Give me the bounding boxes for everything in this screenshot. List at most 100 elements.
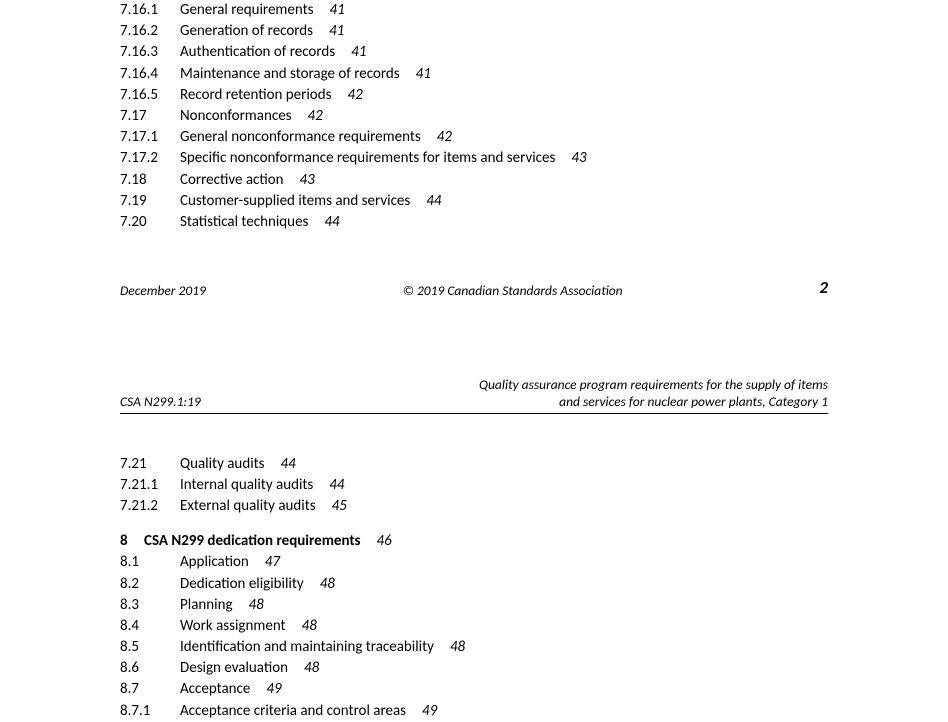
toc-entry-title: Design evaluation — [180, 659, 288, 678]
toc-entry-title: Maintenance and storage of records — [180, 65, 400, 84]
toc-entry-number: 8.4 — [120, 617, 180, 636]
toc-entry-title: Work assignment — [180, 617, 286, 636]
toc-entry: 8.7Acceptance49 — [120, 679, 828, 700]
running-head: CSA N299.1:19 Quality assurance program … — [120, 377, 828, 414]
toc-entry-title: Customer-supplied items and services — [180, 192, 410, 211]
toc-entry-title: General requirements — [180, 1, 313, 20]
toc-entry-page: 49 — [422, 702, 437, 721]
toc-entry: 8.1Application 47 — [120, 552, 828, 573]
toc-entry-page: 42 — [347, 86, 362, 105]
toc-entry: 7.21.2External quality audits 45 — [120, 496, 828, 517]
toc-entry-title: Statistical techniques — [180, 213, 308, 232]
toc-section-title: CSA N299 dedication requirements — [144, 532, 361, 551]
toc-entry-number: 7.19 — [120, 192, 180, 211]
toc-entry-page: 44 — [324, 213, 339, 232]
toc-entry-number: 7.16.5 — [120, 86, 180, 105]
toc-entry-number: 8.6 — [120, 659, 180, 678]
toc-block-7: 7.16.1General requirements417.16.2Genera… — [120, 0, 828, 233]
page-content: 7.16.1General requirements417.16.2Genera… — [0, 0, 948, 722]
toc-entry-number: 7.16.1 — [120, 1, 180, 20]
toc-entry-number: 8.2 — [120, 575, 180, 594]
toc-entry-page: 44 — [426, 192, 441, 211]
toc-entry-title: Quality audits — [180, 455, 265, 474]
toc-entry: 7.20Statistical techniques 44 — [120, 212, 828, 233]
document-page: 7.16.1General requirements417.16.2Genera… — [0, 0, 948, 722]
toc-entry: 7.16.4Maintenance and storage of records… — [120, 64, 828, 85]
toc-entry-title: External quality audits — [180, 497, 316, 516]
toc-block-8: 8.1Application 47 8.2Dedication eligibilit… — [120, 552, 828, 722]
page-footer: December 2019 © 2019 Canadian Standards … — [120, 277, 828, 299]
toc-entry-title: Authentication of records — [180, 43, 335, 62]
toc-entry: 8.5Identification and maintaining tracea… — [120, 637, 828, 658]
toc-section-page: 46 — [377, 532, 392, 551]
footer-date: December 2019 — [120, 282, 206, 299]
toc-entry-page: 41 — [351, 43, 366, 62]
toc-entry-number: 7.21.1 — [120, 476, 180, 495]
running-head-left: CSA N299.1:19 — [120, 393, 201, 410]
toc-block-7-cont: 7.21Quality audits447.21.1Internal quali… — [120, 454, 828, 518]
toc-entry-title: Identification and maintaining traceabil… — [180, 638, 434, 657]
toc-entry: 7.19Customer-supplied items and services… — [120, 191, 828, 212]
toc-entry-page: 41 — [416, 65, 431, 84]
toc-entry-title: Acceptance criteria and control areas — [180, 702, 406, 721]
toc-entry-number: 7.17.2 — [120, 149, 180, 168]
toc-entry-page: 41 — [329, 1, 344, 20]
toc-entry-title: Acceptance — [180, 680, 250, 699]
toc-entry: 7.16.3Authentication of records 41 — [120, 42, 828, 63]
toc-entry-number: 7.21.2 — [120, 497, 180, 516]
toc-entry-page: 42 — [308, 107, 323, 126]
toc-entry-title: Record retention periods — [180, 86, 331, 105]
toc-entry-page: 48 — [450, 638, 465, 657]
toc-entry-number: 7.20 — [120, 213, 180, 232]
toc-entry-number: 7.17.1 — [120, 128, 180, 147]
running-head-right-line2: and services for nuclear power plants, C… — [559, 393, 828, 410]
toc-entry-number: 8.1 — [120, 553, 180, 572]
toc-entry-title: Dedication eligibility — [180, 575, 304, 594]
toc-entry-number: 7.16.4 — [120, 65, 180, 84]
toc-entry-title: Internal quality audits — [180, 476, 313, 495]
footer-page-number: 2 — [819, 277, 828, 299]
toc-entry: 8.3Planning 48 — [120, 595, 828, 616]
page-break-spacer — [120, 299, 828, 377]
toc-entry-page: 45 — [332, 497, 347, 516]
toc-entry-page: 44 — [281, 455, 296, 474]
toc-entry-title: Planning — [180, 596, 233, 615]
toc-entry-page: 44 — [329, 476, 344, 495]
running-head-right: Quality assurance program requirements f… — [201, 377, 828, 411]
toc-entry-title: General nonconformance requirements — [180, 128, 421, 147]
toc-entry-page: 48 — [304, 659, 319, 678]
footer-copyright: © 2019 Canadian Standards Association — [206, 282, 820, 299]
running-head-right-line1: Quality assurance program requirements f… — [479, 376, 828, 393]
toc-entry-number: 8.5 — [120, 638, 180, 657]
toc-entry: 7.18Corrective action43 — [120, 170, 828, 191]
toc-section-num: 8 — [120, 532, 144, 551]
toc-section-8-head: 8 CSA N299 dedication requirements 46 — [120, 531, 828, 552]
toc-entry-number: 7.18 — [120, 171, 180, 190]
toc-entry-page: 48 — [320, 575, 335, 594]
toc-entry-page: 47 — [265, 553, 280, 572]
toc-entry: 7.21.1Internal quality audits 44 — [120, 475, 828, 496]
toc-entry: 7.16.5Record retention periods 42 — [120, 85, 828, 106]
toc-entry: 7.21Quality audits 44 — [120, 454, 828, 475]
toc-entry-page: 48 — [249, 596, 264, 615]
toc-entry: 7.16.1General requirements 41 — [120, 0, 828, 21]
toc-entry: 8.2Dedication eligibility 48 — [120, 574, 828, 595]
toc-entry-title: Application — [180, 553, 249, 572]
toc-entry-number: 8.7.1 — [120, 702, 180, 721]
toc-entry-number: 7.17 — [120, 107, 180, 126]
toc-entry: 8.7.1Acceptance criteria and control are… — [120, 701, 828, 722]
toc-entry-title: Generation of records — [180, 22, 313, 41]
toc-entry-title: Nonconformances — [180, 107, 292, 126]
toc-entry-number: 7.21 — [120, 455, 180, 474]
toc-entry-number: 7.16.2 — [120, 22, 180, 41]
toc-entry-page: 41 — [329, 22, 344, 41]
toc-entry: 7.17.2Specific nonconformance requiremen… — [120, 148, 828, 169]
toc-entry-page: 42 — [437, 128, 452, 147]
toc-entry: 7.17Nonconformances 42 — [120, 106, 828, 127]
toc-entry-number: 7.16.3 — [120, 43, 180, 62]
toc-entry-page: 43 — [571, 149, 586, 168]
toc-entry-title: Corrective action — [180, 171, 284, 190]
toc-entry-number: 8.3 — [120, 596, 180, 615]
toc-entry-title: Specific nonconformance requirements for… — [180, 149, 555, 168]
toc-entry: 8.6Design evaluation 48 — [120, 658, 828, 679]
